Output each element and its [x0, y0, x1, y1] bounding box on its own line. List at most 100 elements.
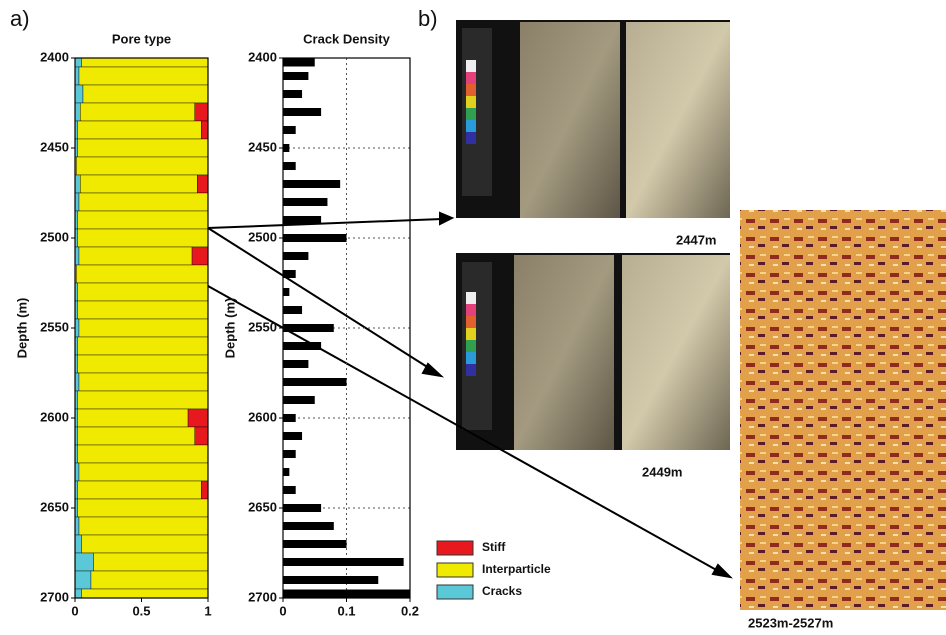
bar [283, 324, 334, 332]
y-tick-label: 2600 [40, 409, 69, 424]
y-tick-label: 2550 [40, 319, 69, 334]
bar [283, 486, 296, 494]
y-tick-label: 2400 [248, 49, 277, 64]
bar [283, 108, 321, 116]
bar [283, 198, 327, 206]
bar [283, 414, 296, 422]
segment [79, 193, 208, 211]
segment [79, 67, 208, 85]
segment [78, 229, 208, 247]
x-tick-label: 0 [71, 603, 78, 618]
bar [283, 342, 321, 350]
legend-swatch [437, 563, 473, 577]
segment [78, 121, 202, 139]
figure: a) b) 2447m 2449m 2523m-2527m Pore type D… [0, 0, 946, 635]
segment [75, 553, 94, 571]
legend-label: Interparticle [482, 562, 551, 576]
bar [283, 468, 289, 476]
segment [201, 121, 208, 139]
legend-label: Cracks [482, 584, 522, 598]
chart: Crack DensityDepth (m)240024502500255026… [222, 31, 419, 618]
x-tick-label: 0.2 [401, 603, 419, 618]
segment [201, 481, 208, 499]
segment [78, 301, 208, 319]
bar [283, 576, 378, 584]
y-tick-label: 2600 [248, 409, 277, 424]
photo-caption: 2523m-2527m [748, 615, 833, 630]
segment [75, 103, 80, 121]
segment [76, 157, 208, 175]
core-photo [456, 253, 730, 450]
segment [80, 103, 194, 121]
segment [192, 247, 208, 265]
segment [75, 535, 82, 553]
segment [80, 175, 197, 193]
segment [79, 463, 208, 481]
segment [75, 589, 82, 598]
bar [283, 126, 296, 134]
y-tick-label: 2450 [40, 139, 69, 154]
bar [283, 432, 302, 440]
x-tick-label: 0 [279, 603, 286, 618]
y-tick-label: 2700 [248, 589, 277, 604]
segment [79, 319, 208, 337]
segment [75, 571, 91, 589]
legend-swatch [437, 541, 473, 555]
segment [82, 589, 208, 598]
segment [75, 175, 80, 193]
y-tick-label: 2500 [40, 229, 69, 244]
panel-label: a) [10, 6, 30, 31]
bar [283, 180, 340, 188]
segment [78, 283, 208, 301]
segment [94, 553, 208, 571]
bar [283, 90, 302, 98]
core-photo [456, 20, 730, 218]
segment [79, 373, 208, 391]
bar [283, 59, 315, 67]
y-tick-label: 2400 [40, 49, 69, 64]
image-log [740, 210, 946, 610]
bar [283, 306, 302, 314]
bar [283, 72, 308, 80]
segment [78, 337, 208, 355]
y-tick-label: 2700 [40, 589, 69, 604]
y-tick-label: 2500 [248, 229, 277, 244]
bar [283, 288, 289, 296]
segment [79, 517, 208, 535]
segment [79, 247, 192, 265]
segment [78, 211, 208, 229]
segment [75, 58, 82, 67]
bar [283, 504, 321, 512]
segment [78, 481, 202, 499]
photo-caption: 2449m [642, 464, 682, 479]
bar [283, 396, 315, 404]
bar [283, 360, 308, 368]
bar [283, 234, 347, 242]
x-tick-label: 1 [204, 603, 211, 618]
bar [283, 216, 321, 224]
x-tick-label: 0.5 [132, 603, 150, 618]
segment [75, 85, 83, 103]
y-axis-label: Depth (m) [14, 298, 29, 359]
segment [78, 409, 188, 427]
chart-title: Pore type [112, 31, 171, 46]
bar [283, 144, 289, 152]
segment [83, 85, 208, 103]
segment [78, 139, 208, 157]
legend-swatch [437, 585, 473, 599]
segment [78, 427, 195, 445]
y-axis-label: Depth (m) [222, 298, 237, 359]
y-tick-label: 2650 [248, 499, 277, 514]
bar [283, 162, 296, 170]
bar [283, 270, 296, 278]
photo-caption: 2447m [676, 232, 716, 247]
bar [283, 540, 347, 548]
segment [78, 355, 208, 373]
bar [283, 558, 404, 566]
panel-label: b) [418, 6, 438, 31]
segment [82, 535, 208, 553]
bar [283, 450, 296, 458]
segment [195, 427, 208, 445]
x-tick-label: 0.1 [337, 603, 355, 618]
y-tick-label: 2550 [248, 319, 277, 334]
